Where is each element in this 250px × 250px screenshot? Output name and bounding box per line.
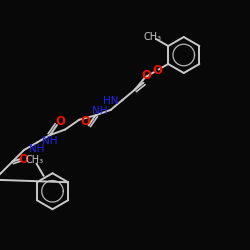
Text: CH₃: CH₃ bbox=[144, 32, 162, 42]
Text: O: O bbox=[56, 115, 66, 128]
Text: NH: NH bbox=[42, 136, 58, 146]
Text: O: O bbox=[80, 115, 90, 128]
Text: NH: NH bbox=[30, 144, 45, 154]
Text: HN: HN bbox=[103, 96, 118, 106]
Text: O: O bbox=[153, 64, 163, 76]
Text: O: O bbox=[141, 70, 151, 82]
Text: CH₃: CH₃ bbox=[26, 155, 44, 165]
Text: O: O bbox=[18, 152, 28, 166]
Text: NH: NH bbox=[92, 106, 108, 116]
